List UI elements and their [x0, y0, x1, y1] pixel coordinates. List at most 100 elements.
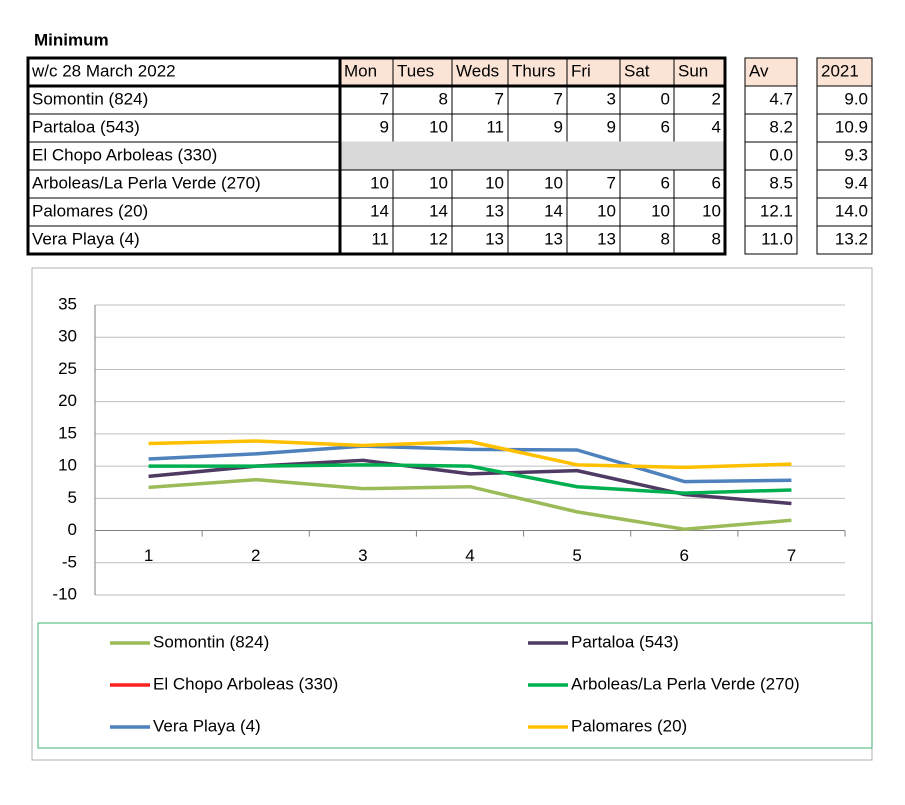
header-cell: [392, 57, 453, 87]
cell-text: 14.0: [835, 201, 868, 220]
cell: [744, 169, 798, 199]
cell: [816, 169, 873, 199]
cell-text: 10: [429, 117, 448, 136]
legend-frame: [37, 622, 873, 749]
y-tick-label: 35: [58, 294, 77, 313]
cell: [392, 197, 453, 227]
sheet-title: Minimum: [34, 30, 109, 49]
cell: [392, 225, 453, 255]
header-cell: [619, 57, 675, 87]
cell-text: 10: [597, 201, 616, 220]
cell-text: 7: [554, 89, 563, 108]
y-tick-label: 10: [58, 456, 77, 475]
cell: [619, 169, 675, 199]
cell-text: 4.7: [769, 89, 793, 108]
header-label: Sat: [624, 61, 650, 80]
cell: [744, 85, 798, 115]
header-label: Weds: [456, 61, 499, 80]
y-tick-label: 30: [58, 327, 77, 346]
cell: [339, 113, 394, 143]
cell-text: 8: [439, 89, 448, 108]
cell-text: 8.5: [769, 173, 793, 192]
cell: [27, 141, 341, 171]
y-tick-label: -10: [52, 584, 77, 603]
cell-text: 11.0: [761, 229, 793, 248]
y-tick-label: 25: [58, 359, 77, 378]
cell: [27, 197, 341, 227]
table-border: [26, 56, 727, 256]
cell: [744, 113, 798, 143]
cell-text: 13: [485, 201, 504, 220]
x-tick-label: 3: [358, 546, 367, 565]
series-line: [148, 477, 792, 532]
header-label: 2021: [821, 61, 859, 80]
cell-text: 0: [661, 89, 670, 108]
legend-label: Vera Playa (4): [153, 716, 261, 735]
series-line: [148, 463, 792, 495]
cell: [339, 141, 394, 171]
cell: [451, 169, 509, 199]
cell: [507, 141, 568, 171]
x-tick-label: 4: [465, 546, 474, 565]
cell-text: 10.9: [835, 117, 868, 136]
cell-text: 13.2: [835, 229, 868, 248]
cell-text: 7: [495, 89, 504, 108]
header-label: Sun: [678, 61, 708, 80]
cell: [566, 225, 621, 255]
cell-text: 8.2: [769, 117, 793, 136]
cell: [816, 197, 873, 227]
cell: [392, 141, 453, 171]
cell-text: 10: [370, 173, 389, 192]
cell: [619, 85, 675, 115]
chart-frame: [31, 267, 873, 761]
cell-text: 11: [371, 229, 389, 248]
y-tick-label: -5: [62, 552, 77, 571]
cell-text: 2: [712, 89, 721, 108]
cell-text: 7: [380, 89, 389, 108]
cell-text: 0.0: [769, 145, 793, 164]
x-tick-label: 2: [251, 546, 260, 565]
cell: [451, 113, 509, 143]
series-line: [148, 439, 792, 470]
cell-text: 3: [607, 89, 616, 108]
cell-text: 13: [485, 229, 504, 248]
cell: [744, 225, 798, 255]
legend-label: Somontin (824): [153, 632, 269, 651]
cell-text: 10: [702, 201, 721, 220]
x-tick-label: 7: [787, 546, 796, 565]
series-line: [148, 444, 792, 484]
cell-text: 11: [486, 117, 504, 136]
header-label: Av: [749, 61, 769, 80]
cell: [816, 141, 873, 171]
cell: [27, 225, 341, 255]
cell-text: 13: [597, 229, 616, 248]
cell: [507, 85, 568, 115]
y-tick-label: 20: [58, 391, 77, 410]
y-tick-label: 15: [58, 423, 77, 442]
header-cell: [744, 57, 798, 87]
cell-text: Arboleas/La Perla Verde (270): [32, 173, 261, 192]
cell: [566, 141, 621, 171]
cell-text: 6: [661, 117, 670, 136]
cell: [451, 225, 509, 255]
header-label: Thurs: [512, 61, 555, 80]
cell: [816, 225, 873, 255]
cell-text: 10: [651, 201, 670, 220]
x-tick-label: 1: [144, 546, 153, 565]
cell-text: El Chopo Arboleas (330): [32, 145, 217, 164]
header-label: Fri: [571, 61, 591, 80]
cell: [27, 169, 341, 199]
header-label: Tues: [397, 61, 434, 80]
x-tick-label: 6: [680, 546, 689, 565]
header-cell: [451, 57, 509, 87]
cell: [673, 141, 726, 171]
cell: [451, 141, 509, 171]
cell: [619, 225, 675, 255]
cell-text: 10: [544, 173, 563, 192]
cell: [507, 169, 568, 199]
cell: [816, 85, 873, 115]
cell: [744, 197, 798, 227]
cell-text: 9: [607, 117, 616, 136]
cell-text: Partaloa (543): [32, 117, 140, 136]
header-label: w/c 28 March 2022: [31, 61, 176, 80]
